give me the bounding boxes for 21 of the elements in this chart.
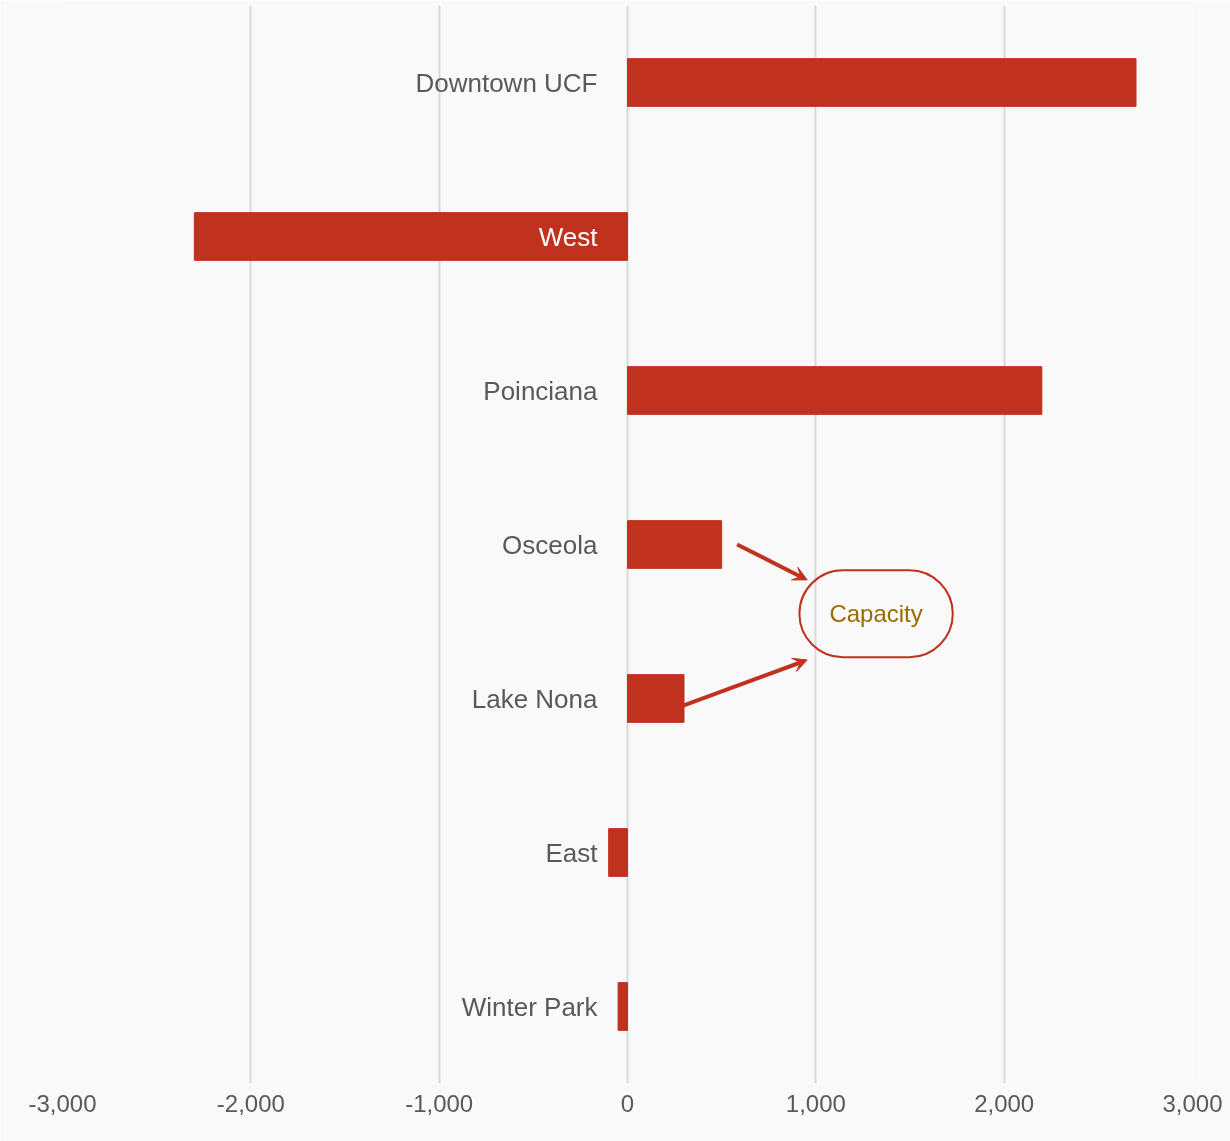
annotation: Capacity xyxy=(829,600,923,628)
y-tick-label: East xyxy=(545,837,599,868)
y-tick-label: West xyxy=(538,221,599,252)
bar xyxy=(617,982,628,1031)
bar xyxy=(627,366,1043,415)
y-tick-label: Downtown UCF xyxy=(415,67,598,98)
x-tick-label: 0 xyxy=(620,1089,635,1117)
x-tick-label: 2,000 xyxy=(974,1089,1035,1117)
x-tick-label: 1,000 xyxy=(785,1089,846,1117)
y-tick-label: Winter Park xyxy=(461,991,599,1022)
bar xyxy=(627,520,723,569)
x-tick-label: 3,000 xyxy=(1162,1089,1223,1117)
bar xyxy=(608,828,628,877)
x-tick-label: -1,000 xyxy=(405,1089,474,1117)
y-tick-label: Lake Nona xyxy=(471,683,599,714)
x-tick-label: -3,000 xyxy=(28,1089,97,1117)
bar xyxy=(193,212,628,261)
y-tick-label: Osceola xyxy=(502,529,599,560)
y-tick-label: Poinciana xyxy=(483,375,599,406)
bar xyxy=(627,58,1137,107)
x-tick-label: -2,000 xyxy=(216,1089,285,1117)
